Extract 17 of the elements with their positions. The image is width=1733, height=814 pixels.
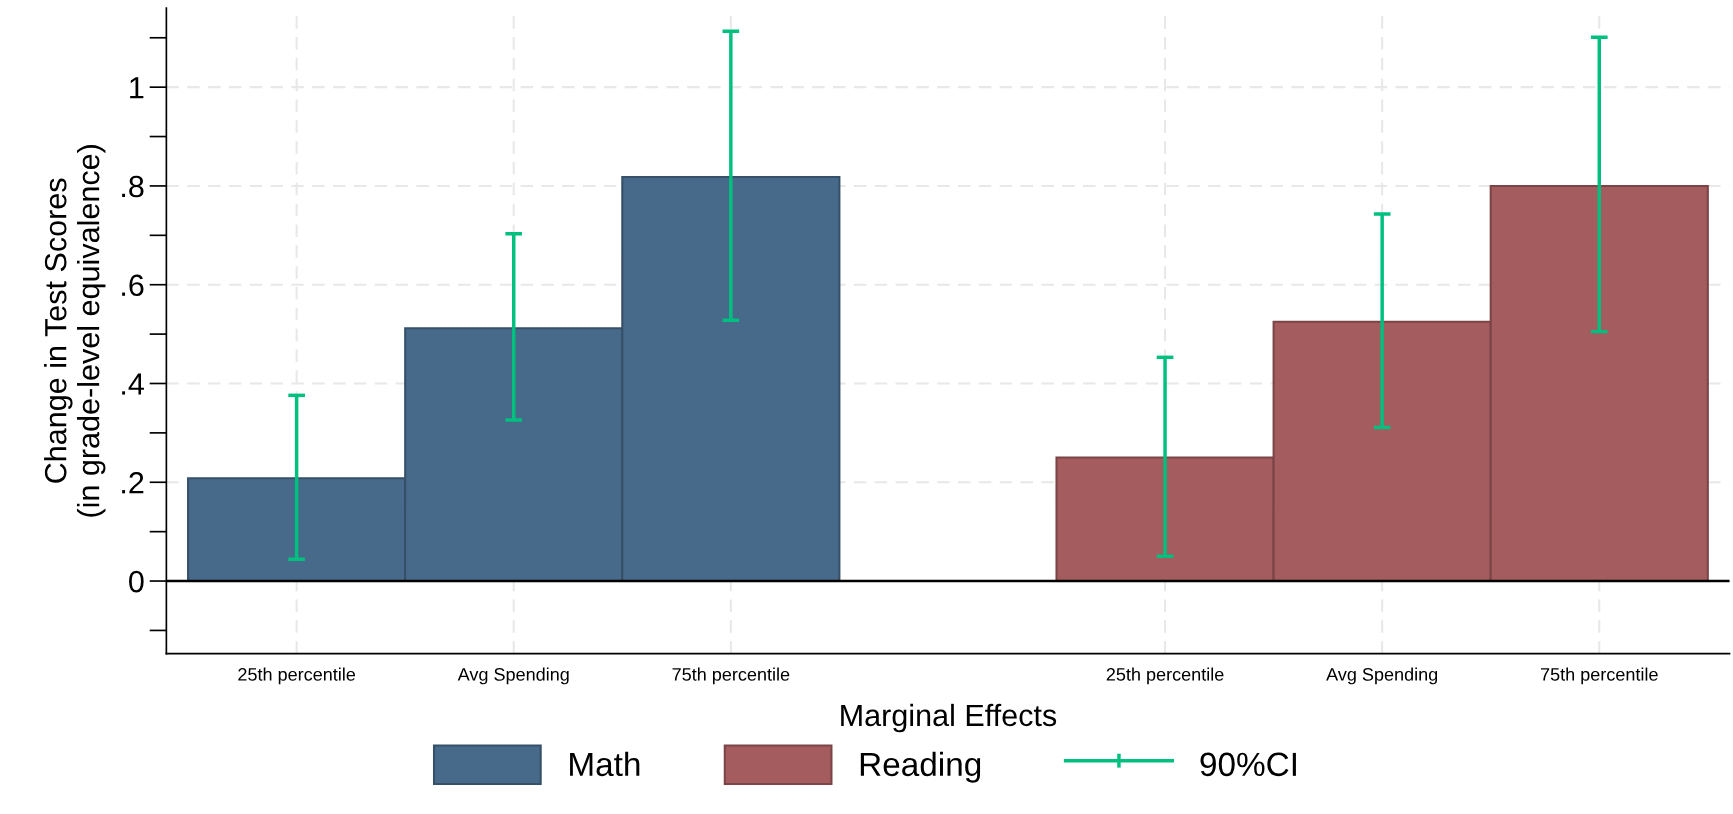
x-tick-label: 75th percentile <box>672 667 790 685</box>
y-tick-label: .8 <box>122 175 144 198</box>
text: 90%CI <box>1200 752 1296 777</box>
y-tick-label: .2 <box>122 472 144 494</box>
x-tick-label: 75th percentile <box>1540 667 1658 685</box>
x-axis-title: Marginal Effects <box>841 703 1057 733</box>
x-tick-label: Avg Spending <box>1326 667 1438 685</box>
legend-label: Reading <box>860 751 981 783</box>
x-tick-label: 25th percentile <box>238 667 356 685</box>
y-tick-label: 1 <box>130 77 144 99</box>
y-axis-title: Change in Test Scores (in grade-level equivalence) <box>44 145 106 517</box>
y-tick-label: .6 <box>122 274 144 297</box>
y-tick-label: 0 <box>129 570 144 593</box>
y-tick-label: .4 <box>122 373 144 395</box>
x-tick-label: Avg Spending <box>457 667 569 685</box>
x-tick-label: 25th percentile <box>1106 667 1224 685</box>
legend-label: Math <box>570 751 640 777</box>
